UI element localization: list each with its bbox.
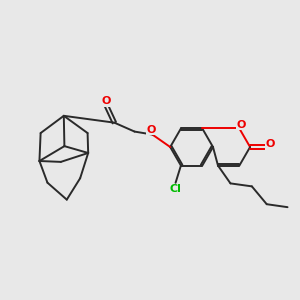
Text: O: O bbox=[236, 120, 246, 130]
Text: O: O bbox=[146, 125, 156, 135]
Text: O: O bbox=[101, 96, 111, 106]
Text: Cl: Cl bbox=[169, 184, 181, 194]
Text: O: O bbox=[266, 139, 275, 149]
